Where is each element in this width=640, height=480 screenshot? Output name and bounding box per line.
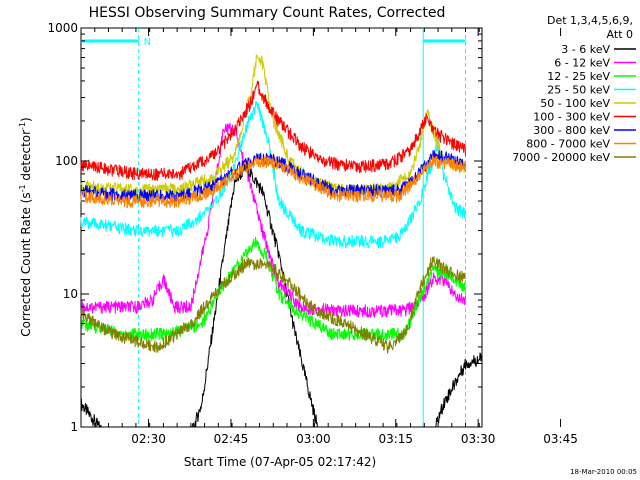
series-line-7: [80, 155, 466, 209]
x-tick-label-1: 02:45: [214, 432, 249, 446]
legend-label-6: 300 - 800 keV: [533, 124, 610, 137]
x-tick-label-5: 03:45: [543, 432, 578, 446]
axis-ticks: 1 10 100 1000 02:30 02:45 03:00 03:15 03:30 03:45: [47, 21, 577, 446]
plot-frame: [80, 27, 483, 428]
legend-label-8: 7000 - 20000 keV: [512, 151, 610, 164]
y-tick-label-2: 100: [55, 154, 78, 168]
series-line-0: [80, 161, 483, 428]
x-axis-label: Start Time (07-Apr-05 02:17:42): [184, 455, 376, 469]
x-tick-label-0: 02:30: [131, 432, 166, 446]
chart-title: HESSI Observing Summary Count Rates, Cor…: [89, 5, 446, 21]
interval-label-0: N: [144, 37, 151, 48]
legend-label-7: 800 - 7000 keV: [526, 138, 610, 151]
x-tick-label-2: 03:00: [296, 432, 331, 446]
series-line-4: [80, 54, 466, 198]
x-tick-label-3: 03:15: [378, 432, 413, 446]
y-axis-label: Corrected Count Rate (s-1 detector-1): [18, 117, 33, 336]
legend-label-0: 3 - 6 keV: [561, 43, 610, 56]
legend-header-line2: Att 0: [607, 28, 633, 41]
y-tick-label-1: 10: [63, 287, 78, 301]
legend-label-4: 50 - 100 keV: [540, 97, 610, 110]
series-line-5: [80, 80, 466, 181]
legend-header-line1: Det 1,3,4,5,6,9,: [547, 14, 633, 27]
series-line-3: [80, 100, 466, 249]
y-tick-label-0: 1: [70, 420, 78, 434]
legend-label-1: 6 - 12 keV: [554, 57, 610, 70]
series-layer: [80, 54, 483, 428]
legend-label-2: 12 - 25 keV: [547, 70, 610, 83]
svg-text:Corrected Count Rate (s-1 dete: Corrected Count Rate (s-1 detector-1): [18, 117, 33, 336]
x-tick-label-4: 03:30: [461, 432, 496, 446]
y-tick-label-3: 1000: [47, 21, 78, 35]
legend-label-3: 25 - 50 keV: [547, 84, 610, 97]
footer-timestamp: 18-Mar-2010 00:05: [570, 468, 637, 476]
legend-label-5: 100 - 300 keV: [533, 111, 610, 124]
plot-area: N 1 10 100 1000 02:30 02:45 03:00 03:15 03:30 03:…: [47, 21, 577, 446]
series-line-8: [80, 256, 466, 354]
series-line-6: [80, 150, 466, 203]
